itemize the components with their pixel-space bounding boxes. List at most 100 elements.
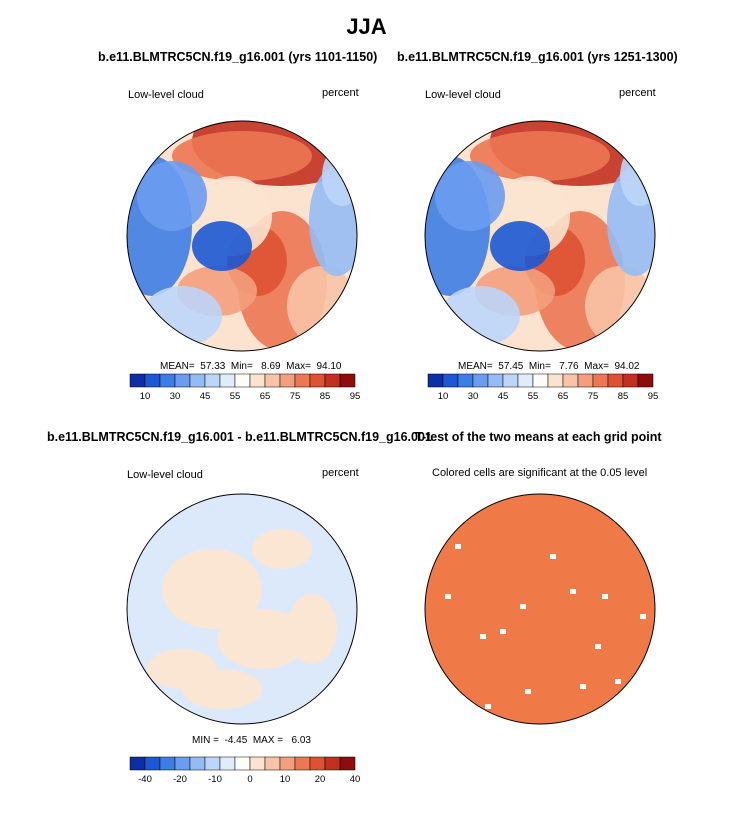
colorbar-1-swatch xyxy=(324,373,341,388)
panel4-note-label: Colored cells are significant at the 0.0… xyxy=(432,467,648,479)
map-4-nonsignificant-cell xyxy=(520,604,526,609)
map-2-cloud-region xyxy=(490,221,550,271)
colorbar-3-swatch xyxy=(279,756,296,771)
colorbar-3-swatch xyxy=(294,756,311,771)
colorbar-3-swatch xyxy=(219,756,236,771)
colorbar-2-tick-label: 65 xyxy=(558,391,569,402)
colorbar-3-swatch xyxy=(204,756,221,771)
colorbar-1-tick-label: 45 xyxy=(200,391,211,402)
colorbar-2-swatch xyxy=(517,373,534,388)
panel1-variable-label: Low-level cloud xyxy=(128,89,204,101)
colorbar-3-tick-label: -20 xyxy=(173,774,187,785)
map-2-cloud-region xyxy=(435,161,505,231)
map-4-background xyxy=(425,494,655,724)
colorbar-3-tick-label: 40 xyxy=(350,774,361,785)
map-4-nonsignificant-cell xyxy=(485,704,491,709)
map-1-border xyxy=(126,120,358,352)
panel1-title: b.e11.BLMTRC5CN.f19_g16.001 (yrs 1101-11… xyxy=(98,50,378,64)
colorbar-1-swatch xyxy=(129,373,146,388)
colorbar-3-swatch xyxy=(144,756,161,771)
colorbar-1-tick-label: 65 xyxy=(260,391,271,402)
colorbar-1-tick-label: 30 xyxy=(170,391,181,402)
map-4-nonsignificant-cell xyxy=(640,614,646,619)
map-3-difference-region xyxy=(287,594,337,664)
map-3-field xyxy=(127,494,357,724)
colorbar-1-swatch xyxy=(159,373,176,388)
colorbar-1-swatch xyxy=(339,373,356,388)
colorbar-2-swatch xyxy=(577,373,594,388)
colorbar-2-swatch xyxy=(607,373,624,388)
colorbar-1-swatch xyxy=(219,373,236,388)
map-1-cloud-region xyxy=(137,161,207,231)
colorbar-2-swatch xyxy=(637,373,654,388)
map-3-difference-region xyxy=(217,609,307,669)
colorbar-1-swatch xyxy=(309,373,326,388)
colorbar-3-tick-label: -40 xyxy=(138,774,152,785)
map-3-difference-region xyxy=(182,669,262,709)
map-1-cloud-region xyxy=(287,266,357,346)
map-3-border xyxy=(126,493,358,725)
colorbar-3-swatch xyxy=(189,756,206,771)
colorbar-3-swatch xyxy=(174,756,191,771)
map-3-difference-region xyxy=(162,549,262,629)
map-2-border xyxy=(424,120,656,352)
colorbar-3-swatch xyxy=(309,756,326,771)
colorbar-3-swatch xyxy=(249,756,266,771)
colorbar-1-swatch xyxy=(204,373,221,388)
colorbar-2-tick-label: 30 xyxy=(468,391,479,402)
map-1-cloud-region xyxy=(142,286,222,346)
panel3-title: b.e11.BLMTRC5CN.f19_g16.001 - b.e11.BLMT… xyxy=(47,430,432,444)
colorbar-1-tick-label: 85 xyxy=(320,391,331,402)
colorbar-1-swatch xyxy=(249,373,266,388)
panel1-stats: MEAN= 57.33 Min= 8.69 Max= 94.10 xyxy=(160,361,342,372)
colorbar-2-tick-label: 95 xyxy=(648,391,659,402)
panel2-title: b.e11.BLMTRC5CN.f19_g16.001 (yrs 1251-13… xyxy=(397,50,678,64)
map-4-nonsignificant-cell xyxy=(500,629,506,634)
colorbar-3-swatch xyxy=(339,756,356,771)
map-4-nonsignificant-cell xyxy=(570,589,576,594)
map-1-field xyxy=(127,121,357,351)
map-3-difference-region xyxy=(252,529,312,569)
colorbar-1-swatch xyxy=(234,373,251,388)
map-4-nonsignificant-cell xyxy=(480,634,486,639)
colorbar-2-swatch xyxy=(547,373,564,388)
colorbar-3-tick-label: 20 xyxy=(315,774,326,785)
colorbar-2-swatch xyxy=(592,373,609,388)
colorbar-2-swatch xyxy=(502,373,519,388)
colorbar-3-swatch xyxy=(129,756,146,771)
colorbar-2-tick-label: 75 xyxy=(588,391,599,402)
colorbar-2-tick-label: 45 xyxy=(498,391,509,402)
colorbar-1-tick-label: 95 xyxy=(350,391,361,402)
colorbar-2-swatch xyxy=(457,373,474,388)
panel2-stats: MEAN= 57.45 Min= 7.76 Max= 94.02 xyxy=(458,361,640,372)
map-4-nonsignificant-cell xyxy=(580,684,586,689)
colorbar-3-tick-label: -10 xyxy=(208,774,222,785)
map-1-cloud-region xyxy=(192,221,252,271)
colorbar-1-swatch xyxy=(144,373,161,388)
colorbar-2-swatch xyxy=(532,373,549,388)
map-2-cloud-region xyxy=(440,286,520,346)
colorbar-1-swatch xyxy=(189,373,206,388)
colorbar-1-tick-label: 55 xyxy=(230,391,241,402)
map-1-cloud-region xyxy=(322,146,357,206)
colorbar-2-swatch xyxy=(442,373,459,388)
map-4-nonsignificant-cell xyxy=(615,679,621,684)
map-4-nonsignificant-cell xyxy=(525,689,531,694)
colorbar-2-swatch xyxy=(622,373,639,388)
colorbar-3-tick-label: 0 xyxy=(247,774,252,785)
colorbar-1-swatch xyxy=(279,373,296,388)
panel3-unit-label: percent xyxy=(322,467,359,479)
colorbar-2-tick-label: 55 xyxy=(528,391,539,402)
panel3-stats: MIN = -4.45 MAX = 6.03 xyxy=(192,735,311,746)
map-4-border xyxy=(424,493,656,725)
colorbar-2-swatch xyxy=(562,373,579,388)
panel2-variable-label: Low-level cloud xyxy=(425,89,501,101)
map-4-nonsignificant-cell xyxy=(455,544,461,549)
colorbar-1-swatch xyxy=(294,373,311,388)
colorbar-2-swatch xyxy=(487,373,504,388)
map-4-nonsignificant-cell xyxy=(595,644,601,649)
panel1-unit-label: percent xyxy=(322,87,359,99)
colorbar-1-tick-label: 10 xyxy=(140,391,151,402)
map-4-nonsignificant-cell xyxy=(550,554,556,559)
